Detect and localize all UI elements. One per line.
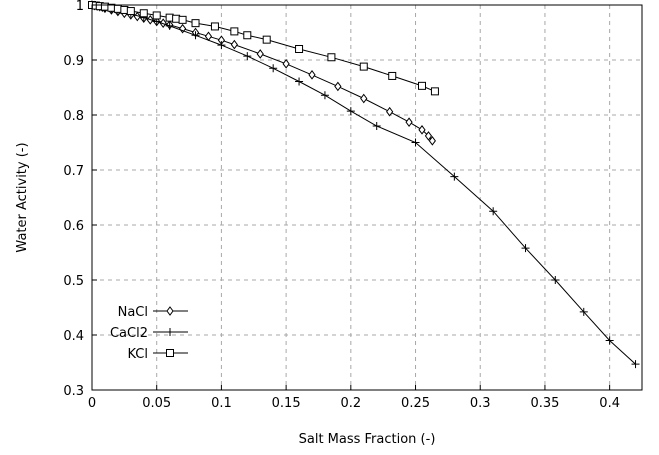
data-point-nacl: [256, 49, 264, 59]
data-point-nacl: [360, 93, 368, 104]
data-point-kcl: [359, 62, 368, 71]
y-tick-label: 0.3: [63, 384, 84, 399]
legend-label-kcl: KCl: [127, 347, 148, 362]
legend-marker-cacl2: [166, 328, 174, 336]
data-point-kcl: [243, 31, 252, 40]
data-point-nacl: [424, 131, 433, 141]
data-point-cacl2: [551, 276, 560, 284]
data-point-kcl: [295, 45, 304, 53]
data-point-nacl: [428, 136, 436, 146]
data-point-cacl2: [631, 360, 640, 369]
data-point-cacl2: [243, 52, 252, 61]
data-point-cacl2: [521, 244, 530, 253]
data-point-kcl: [262, 35, 271, 44]
data-point-nacl: [386, 106, 394, 117]
data-point-kcl: [210, 22, 219, 31]
data-point-cacl2: [295, 77, 304, 86]
plot-frame: [91, 4, 643, 391]
data-point-cacl2: [165, 21, 174, 30]
data-point-kcl: [152, 11, 161, 20]
series-kcl: [88, 1, 439, 96]
legend-marker-nacl: [166, 306, 174, 316]
data-point-kcl: [113, 4, 122, 13]
data-point-nacl: [308, 70, 316, 80]
grid-lines: [92, 5, 642, 390]
data-point-cacl2: [450, 172, 459, 181]
data-point-nacl: [405, 117, 413, 127]
legend-label-cacl2: CaCl2: [110, 326, 148, 341]
y-tick-label: 0.5: [63, 274, 84, 289]
data-point-cacl2: [372, 122, 381, 130]
data-point-cacl2: [217, 41, 226, 50]
data-point-kcl: [230, 27, 239, 36]
legend: NaCl CaCl2 KCl: [110, 305, 188, 362]
y-tick-label: 0.6: [63, 219, 84, 234]
data-point-cacl2: [320, 91, 329, 100]
data-point-kcl: [139, 9, 148, 18]
data-point-kcl: [126, 7, 135, 16]
data-point-cacl2: [269, 64, 278, 73]
legend-marker-kcl: [166, 349, 174, 357]
data-point-kcl: [120, 5, 129, 14]
data-point-kcl: [100, 2, 109, 11]
data-point-cacl2: [191, 31, 200, 40]
data-point-cacl2: [411, 138, 420, 147]
data-point-kcl: [430, 87, 439, 96]
data-point-cacl2: [346, 107, 355, 116]
x-tick-label: 0.05: [142, 396, 171, 411]
data-point-nacl: [230, 39, 238, 50]
x-axis-label: Salt Mass Fraction (-): [299, 432, 436, 447]
legend-label-nacl: NaCl: [118, 305, 148, 320]
data-point-kcl: [165, 13, 174, 22]
data-point-cacl2: [579, 307, 588, 316]
x-tick-label: 0.4: [599, 396, 620, 411]
data-point-kcl: [388, 71, 397, 80]
data-point-kcl: [327, 53, 336, 62]
x-tick-label: 0.15: [272, 396, 301, 411]
data-point-cacl2: [489, 207, 498, 216]
y-tick-label: 0.4: [63, 329, 84, 344]
data-point-cacl2: [605, 336, 614, 345]
axis-ticks: 0 0.05 0.1 0.15 0.2 0.25 0.3 0.35 0.4 0.3 0.4 0.5 0.…: [63, 0, 620, 411]
x-tick-label: 0.1: [211, 396, 232, 411]
x-tick-label: 0.2: [340, 396, 361, 411]
data-point-kcl: [418, 81, 426, 90]
x-tick-label: 0: [88, 396, 96, 411]
data-point-nacl: [282, 59, 290, 69]
x-tick-label: 0.3: [470, 396, 491, 411]
data-point-nacl: [159, 18, 167, 28]
data-point-kcl: [191, 19, 200, 28]
x-tick-label: 0.25: [401, 396, 430, 411]
x-tick-label: 0.35: [530, 396, 559, 411]
y-tick-label: 0.7: [63, 164, 84, 179]
y-tick-label: 1: [76, 0, 84, 14]
y-tick-label: 0.9: [63, 54, 84, 69]
y-tick-label: 0.8: [63, 109, 84, 124]
data-point-nacl: [334, 81, 342, 92]
data-point-nacl: [418, 125, 426, 135]
data-point-kcl: [172, 14, 181, 23]
data-point-kcl: [178, 15, 187, 24]
y-axis-label: Water Activity (-): [15, 142, 30, 252]
